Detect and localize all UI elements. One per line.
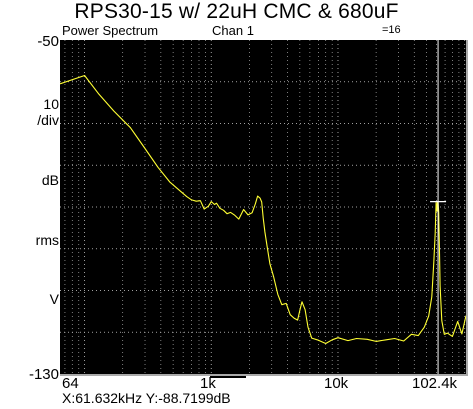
averages-label: =16 [382,24,401,36]
x-tick-64: 64 [62,375,79,392]
x-cursor-bar [210,376,246,378]
spectrum-chart [60,40,466,374]
marker-readout: X:61.632kHz Y:-88.7199dB [62,390,231,406]
y-unit-rms: rms [35,232,59,248]
y-top-label: -50 [37,33,59,50]
y-unit-db: dB [41,172,59,188]
y-bottom-label: -130 [28,366,59,383]
spectrum-trace [60,74,466,345]
y-scale-unit: /div [37,112,59,128]
x-tick-10k: 10k [324,375,349,392]
chart-title: RPS30-15 w/ 22uH CMC & 680uF [74,0,399,23]
y-scale-value: 10 [43,96,59,112]
y-unit-v: V [49,291,59,307]
grid-lines [60,40,466,374]
x-tick-1k: 1k [200,375,216,392]
x-tick-102k: 102.4k [412,375,458,392]
measurement-label: Power Spectrum [62,23,159,38]
plot-area[interactable] [60,40,468,376]
channel-label: Chan 1 [212,23,254,38]
